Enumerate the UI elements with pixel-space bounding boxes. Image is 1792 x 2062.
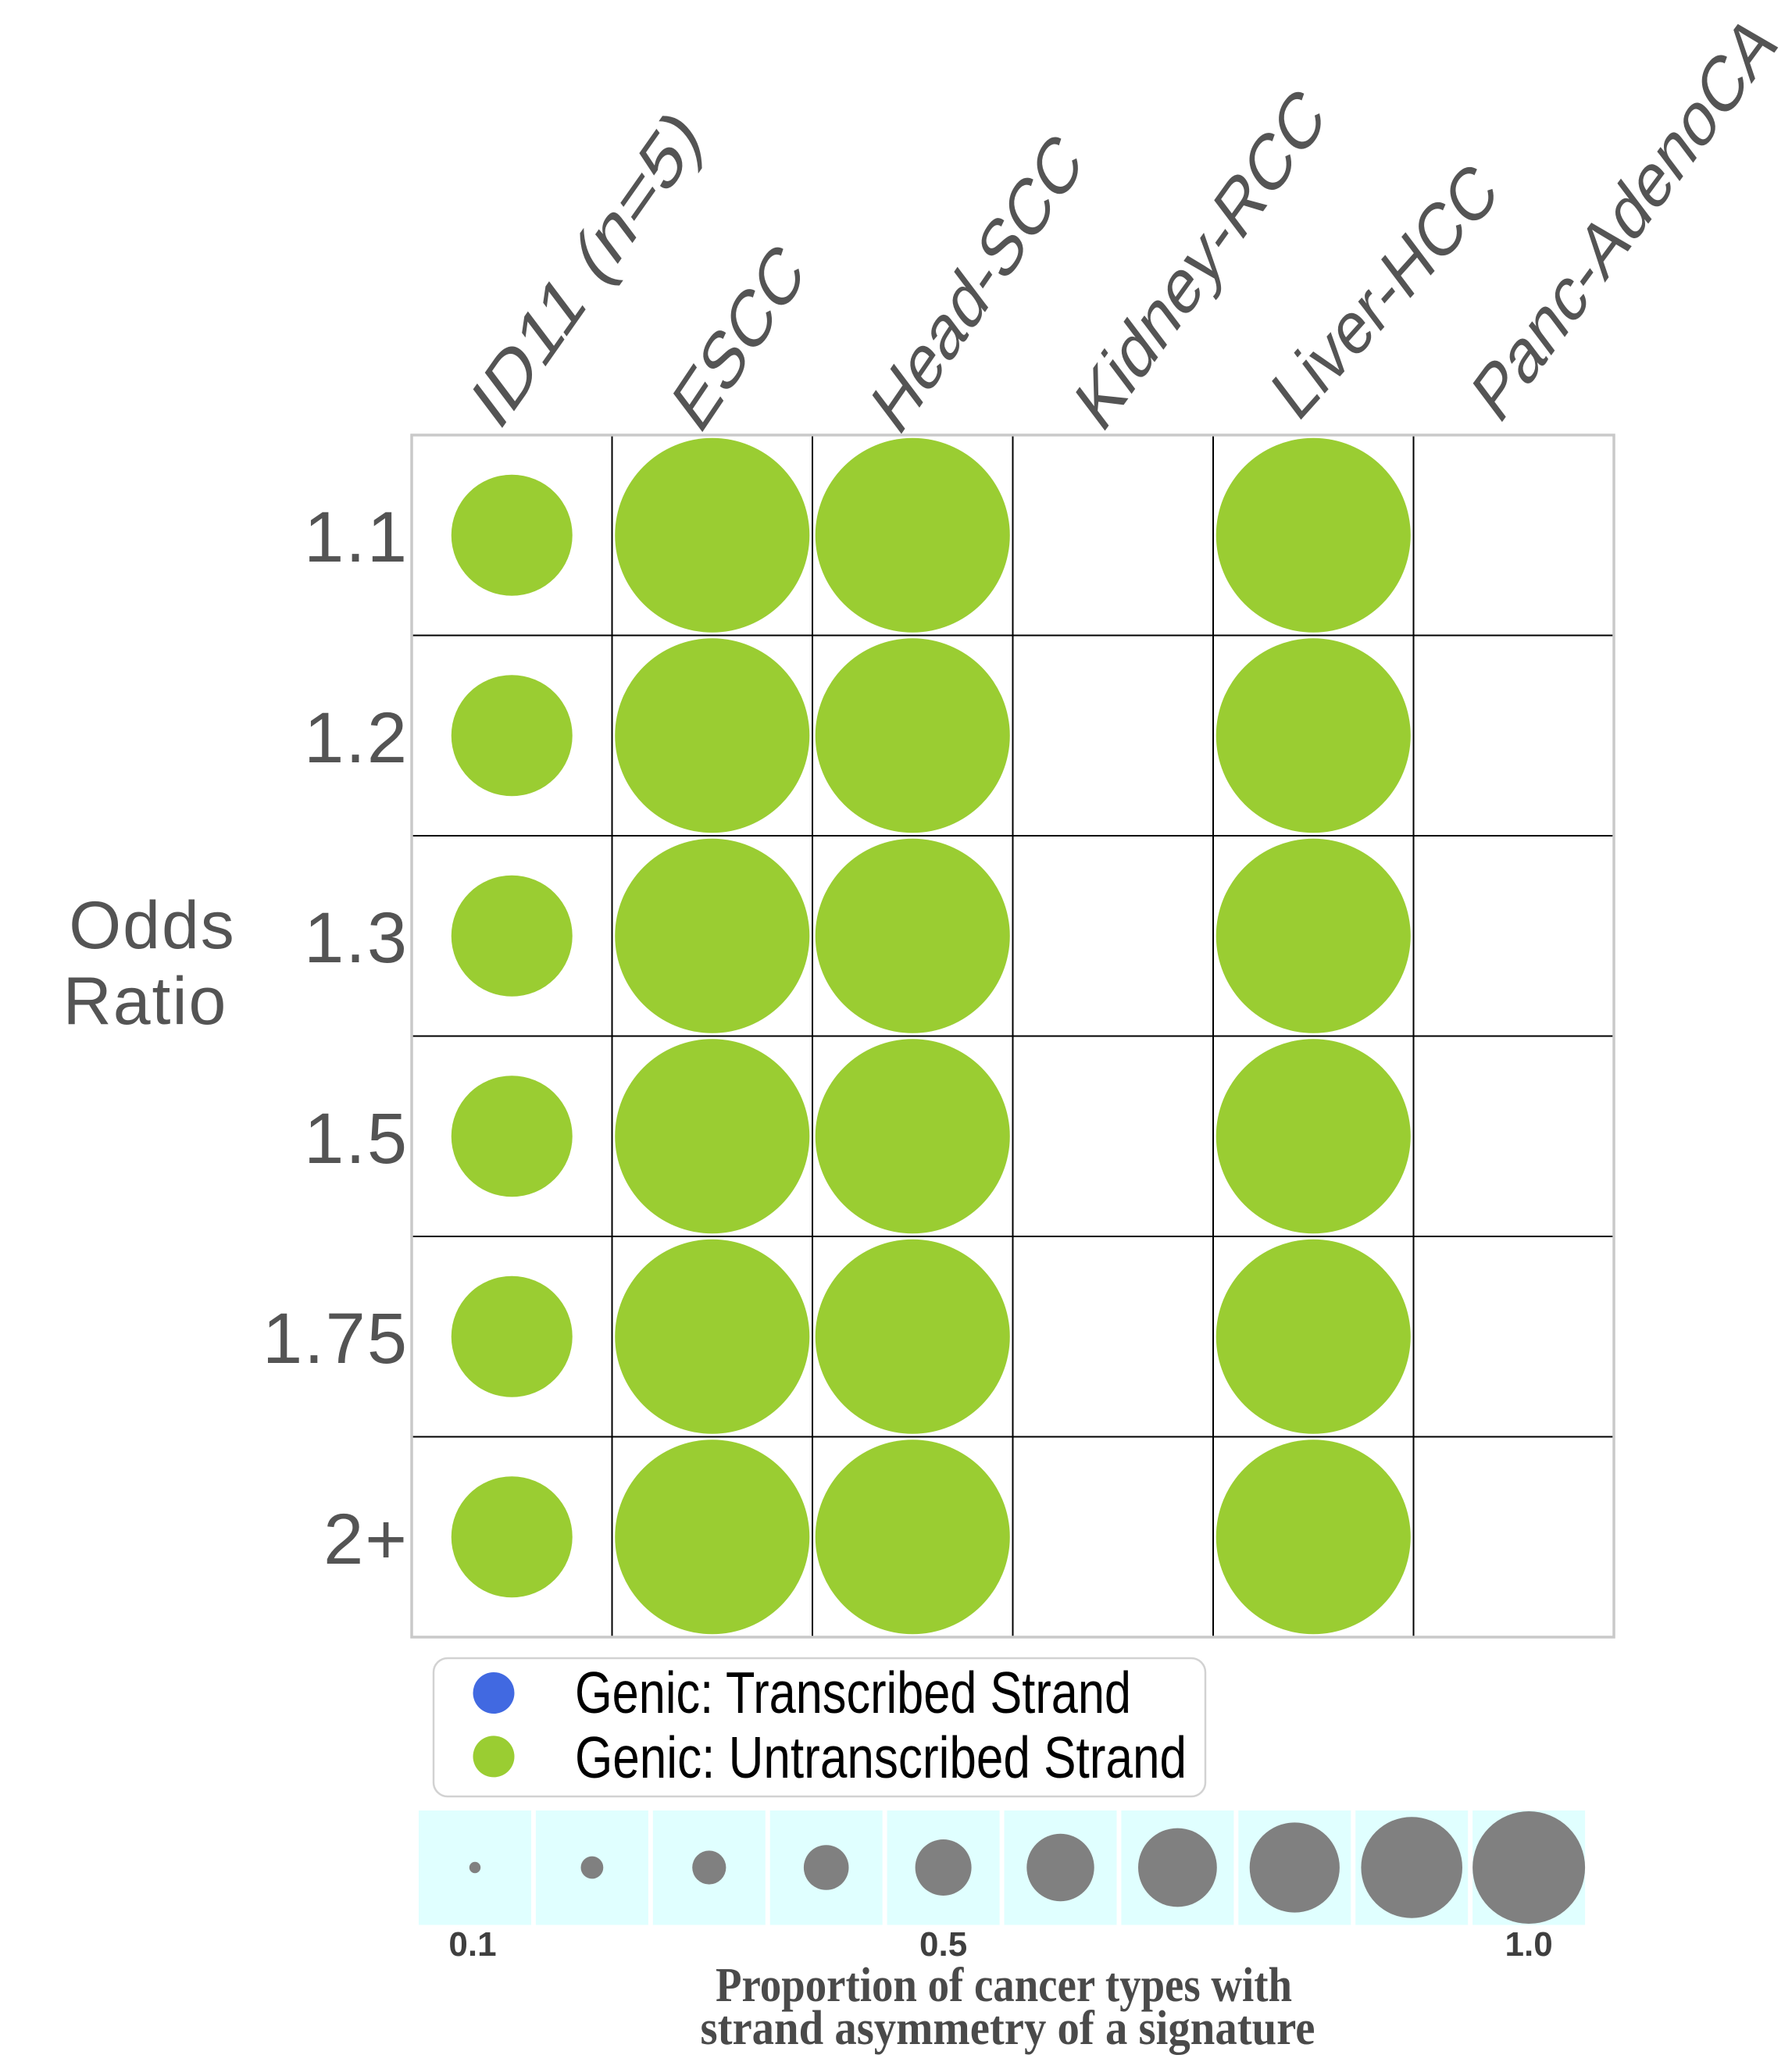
svg-text:1.5: 1.5 [304, 1099, 409, 1179]
svg-text:0.5: 0.5 [919, 1925, 967, 1964]
svg-text:1.75: 1.75 [262, 1299, 409, 1379]
svg-text:1.1: 1.1 [304, 498, 409, 577]
svg-text:ESCC: ESCC [662, 226, 817, 449]
svg-text:strand asymmetry of a signatur: strand asymmetry of a signature [701, 2002, 1315, 2055]
svg-text:2+: 2+ [323, 1500, 409, 1579]
svg-text:Genic: Transcribed Strand: Genic: Transcribed Strand [575, 1660, 1131, 1725]
svg-text:1.2: 1.2 [304, 698, 409, 778]
svg-text:Head-SCC: Head-SCC [860, 116, 1094, 451]
svg-text:Ratio: Ratio [63, 964, 228, 1039]
svg-text:Odds: Odds [69, 888, 236, 963]
svg-text:1.3: 1.3 [304, 898, 409, 978]
svg-text:Panc-AdenoCA: Panc-AdenoCA [1461, 0, 1788, 438]
svg-text:1.0: 1.0 [1505, 1925, 1553, 1964]
svg-text:Proportion of cancer types wit: Proportion of cancer types with [716, 1959, 1292, 2012]
svg-text:Genic: Untranscribed Strand: Genic: Untranscribed Strand [575, 1725, 1187, 1790]
svg-text:0.1: 0.1 [448, 1925, 496, 1964]
